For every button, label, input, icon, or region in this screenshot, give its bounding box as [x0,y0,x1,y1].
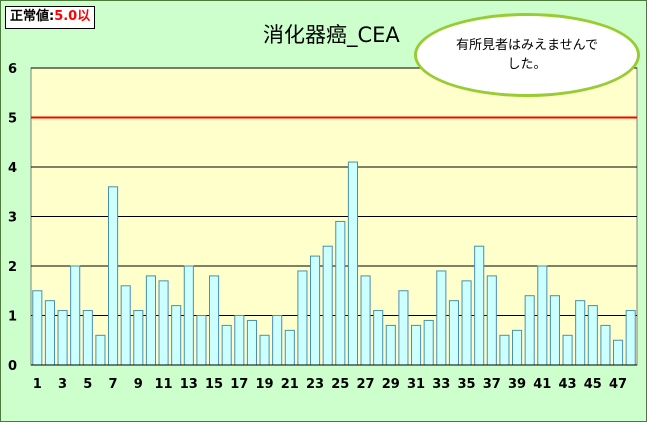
bar [600,324,611,366]
bar [120,285,131,366]
x-tick-label: 31 [407,377,425,392]
bar [436,270,447,366]
callout-bubble: 有所見者はみえませんでした。 [414,13,640,97]
normal-value-number: 5.0以 [54,9,91,24]
x-tick-label: 15 [205,377,223,392]
bar [537,265,548,366]
y-tick-label: 3 [8,211,17,226]
callout-text: 有所見者はみえませんでした。 [456,38,598,72]
bar [272,315,283,366]
y-tick-label: 0 [8,359,17,374]
x-tick-label: 41 [533,377,551,392]
y-tick-label: 5 [8,112,17,127]
x-tick-label: 45 [584,377,602,392]
x-tick-label: 35 [458,377,476,392]
bar [335,220,346,366]
x-tick-label: 9 [134,377,143,392]
bar [499,334,510,366]
x-tick-label: 3 [58,377,67,392]
bar [411,324,422,366]
bar [70,265,81,366]
bar [57,310,68,366]
bar [562,334,573,366]
x-tick-label: 7 [109,377,118,392]
bar [512,329,523,366]
x-tick-label: 17 [230,377,248,392]
bar [625,310,636,366]
bar [133,310,144,366]
x-tick-label: 23 [306,377,324,392]
x-tick-label: 27 [357,377,375,392]
bar [385,324,396,366]
y-tick-label: 4 [8,161,17,176]
bar [398,290,409,366]
x-tick-label: 25 [331,377,349,392]
y-tick-label: 1 [8,310,17,325]
bar [347,161,358,366]
bar [322,245,333,366]
bar [196,315,207,366]
bar [448,300,459,366]
bar [32,290,43,366]
bar [183,265,194,366]
bar [486,275,497,366]
y-tick-label: 2 [8,260,17,275]
x-tick-label: 47 [609,377,627,392]
bar [284,329,295,366]
bar [549,295,560,366]
bar [373,310,384,366]
bar [246,319,257,366]
bar [82,310,93,366]
bar [613,339,624,366]
bar [474,245,485,366]
x-tick-label: 13 [180,377,198,392]
bar [209,275,220,366]
bar [310,255,321,366]
bar [587,305,598,366]
x-tick-label: 37 [483,377,501,392]
bar [297,270,308,366]
bar [234,315,245,366]
bar [259,334,270,366]
bar [423,319,434,366]
x-tick-label: 19 [256,377,274,392]
bar [158,280,169,366]
bar [575,300,586,366]
x-tick-label: 43 [559,377,577,392]
y-tick-label: 6 [8,62,17,77]
bar [145,275,156,366]
bar [221,324,232,366]
x-tick-label: 5 [83,377,92,392]
x-tick-label: 33 [432,377,450,392]
x-tick-label: 21 [281,377,299,392]
x-tick-label: 29 [382,377,400,392]
bar [171,305,182,366]
bar [44,300,55,366]
normal-value-legend: 正常値:5.0以 [5,6,96,29]
x-tick-label: 1 [33,377,42,392]
bar [95,334,106,366]
x-tick-label: 39 [508,377,526,392]
bar [524,295,535,366]
x-tick-label: 11 [155,377,173,392]
normal-value-label: 正常値: [10,9,55,24]
chart-title: 消化器癌_CEA [263,23,400,47]
bar [108,186,119,366]
bar [461,280,472,366]
bar [360,275,371,366]
